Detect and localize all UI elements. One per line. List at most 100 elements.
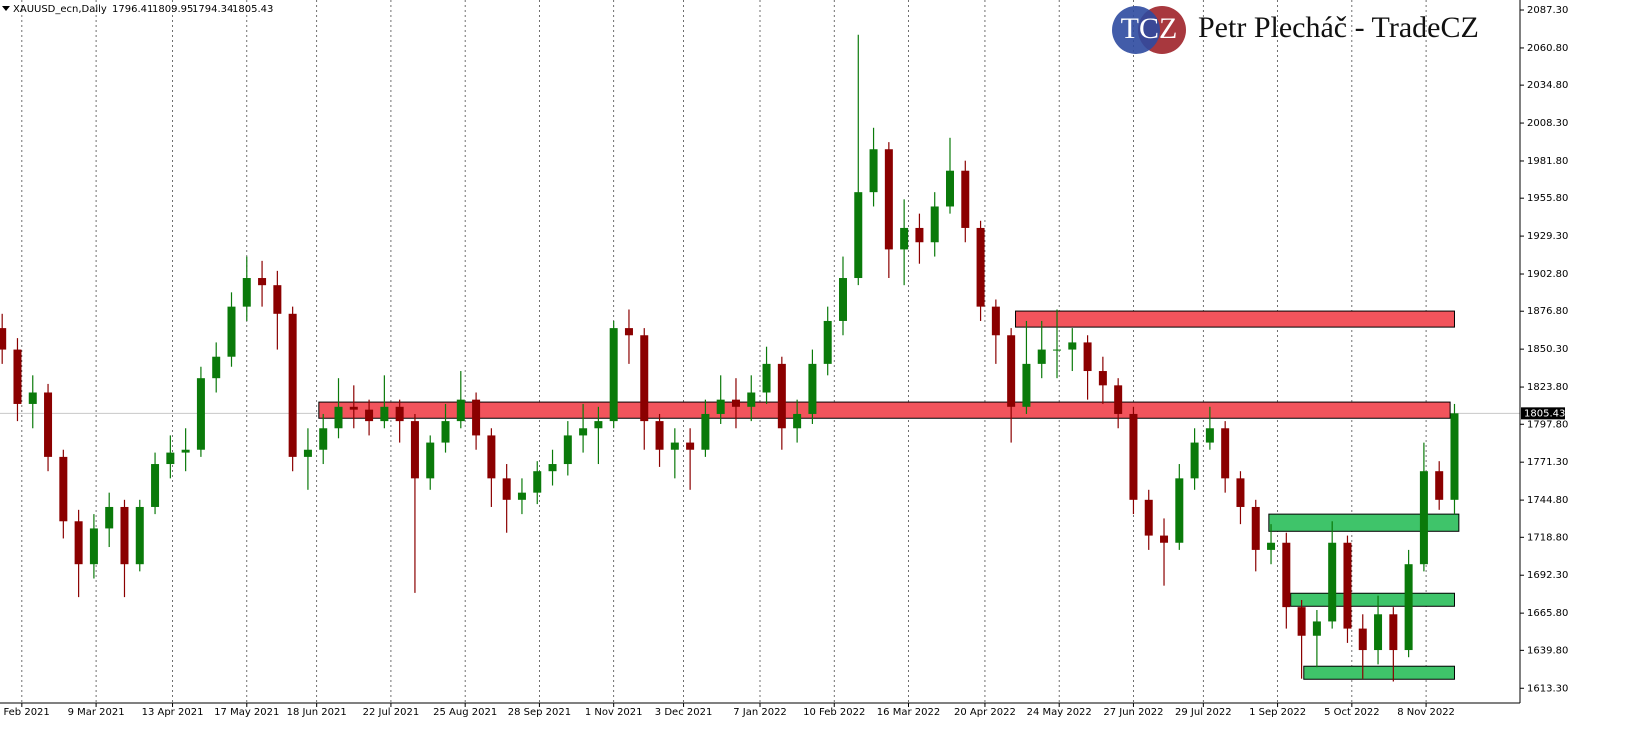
candle-body	[1282, 542, 1291, 608]
y-tick-label: 2087.30	[1527, 5, 1568, 16]
candle-body	[1312, 621, 1321, 636]
y-tick-label: 1876.80	[1527, 306, 1568, 317]
x-tick-label: 24 May 2022	[1027, 707, 1092, 718]
price-zone	[1303, 665, 1455, 680]
candle-body	[441, 421, 450, 443]
candle-body	[579, 428, 588, 436]
candle-body	[1175, 478, 1184, 543]
y-tick-label: 1613.30	[1527, 683, 1568, 694]
candle-body	[166, 452, 175, 465]
candle-body	[609, 328, 618, 422]
x-tick-label: 13 Apr 2021	[142, 707, 204, 718]
candle-body	[701, 413, 710, 450]
candle-body	[594, 421, 603, 429]
candle-body	[365, 409, 374, 422]
x-tick-label: 10 Feb 2022	[803, 707, 865, 718]
candle-body	[1404, 564, 1413, 651]
candle-body	[1053, 349, 1062, 351]
logo-circle-blue	[1112, 6, 1160, 54]
candle-body	[120, 506, 129, 565]
candle-body	[1037, 349, 1046, 364]
candle-body	[533, 471, 542, 493]
candle-body	[44, 392, 53, 457]
candle-body	[1221, 428, 1230, 479]
candle-body	[0, 328, 7, 350]
candle-body	[13, 349, 22, 404]
candle-body	[900, 227, 909, 250]
candle-body	[655, 421, 664, 450]
candle-body	[288, 313, 297, 457]
candle-body	[777, 363, 786, 429]
candle-body	[1297, 607, 1306, 636]
candle-body	[838, 278, 847, 321]
header-low: 1794.34	[192, 4, 233, 15]
candle-body	[624, 328, 633, 336]
candle-body	[349, 406, 358, 410]
price-zone	[1015, 310, 1455, 328]
candle-body	[991, 306, 1000, 336]
candle-body	[961, 170, 970, 228]
header-open: 1796.41	[112, 4, 153, 15]
candle-body	[1267, 542, 1276, 550]
candle-body	[212, 356, 221, 379]
candle-body	[563, 435, 572, 465]
candle-body	[74, 521, 83, 565]
logo-text: TCZ	[1121, 12, 1178, 45]
logo: TCZ Petr Plecháč - TradeCZ	[1112, 6, 1479, 54]
y-tick-label: 1955.80	[1527, 193, 1568, 204]
candle-body	[1114, 385, 1123, 414]
candle-body	[930, 206, 939, 243]
candle-body	[181, 449, 190, 453]
plot-area	[0, 0, 1520, 703]
candle-body	[502, 478, 511, 500]
x-tick-label: 3 Feb 2021	[0, 707, 50, 718]
candle-body	[640, 335, 649, 422]
x-tick-label: 1 Sep 2022	[1249, 707, 1306, 718]
y-tick-label: 1771.30	[1527, 457, 1568, 468]
candle-body	[410, 421, 419, 479]
x-tick-label: 29 Jul 2022	[1175, 707, 1232, 718]
candle-body	[227, 306, 236, 357]
header-high: 1809.95	[152, 4, 193, 15]
candle-body	[1389, 614, 1398, 651]
candle-body	[334, 406, 343, 429]
x-tick-label: 20 Apr 2022	[954, 707, 1016, 718]
y-tick-label: 1744.80	[1527, 495, 1568, 506]
candle-body	[487, 435, 496, 479]
candle-body	[731, 399, 740, 407]
candle-body	[1129, 413, 1138, 500]
y-tick-label: 1692.30	[1527, 570, 1568, 581]
x-tick-label: 16 Mar 2022	[877, 707, 940, 718]
candle-body	[242, 278, 251, 307]
candle-body	[884, 149, 893, 250]
y-tick-label: 2034.80	[1527, 80, 1568, 91]
candle-body	[1083, 342, 1092, 372]
candle-body	[1251, 506, 1260, 550]
candle-body	[258, 278, 267, 286]
price-zone	[318, 401, 1451, 419]
x-tick-label: 3 Dec 2021	[655, 707, 713, 718]
brand-name: Petr Plecháč - TradeCZ	[1198, 11, 1479, 44]
candle-body	[319, 428, 328, 450]
candle-body	[686, 442, 695, 450]
candle-body	[1358, 628, 1367, 651]
candle-body	[1435, 471, 1444, 500]
x-tick-label: 1 Nov 2021	[585, 707, 643, 718]
candle-body	[273, 285, 282, 314]
symbol-title: XAUUSD_ecn,Daily	[13, 4, 107, 15]
candle-body	[196, 378, 205, 450]
candle-body	[976, 227, 985, 307]
last-price-tag	[1521, 407, 1565, 420]
last-price-label: 1805.43	[1524, 408, 1565, 419]
y-tick-label: 2060.80	[1527, 43, 1568, 54]
candle-body	[517, 492, 526, 500]
candle-body	[1236, 478, 1245, 507]
candle-body	[823, 320, 832, 364]
candle-body	[151, 464, 160, 507]
y-tick-label: 1797.80	[1527, 419, 1568, 430]
candle-body	[1374, 614, 1383, 651]
candle-body	[1022, 363, 1031, 407]
y-tick-label: 1850.30	[1527, 344, 1568, 355]
